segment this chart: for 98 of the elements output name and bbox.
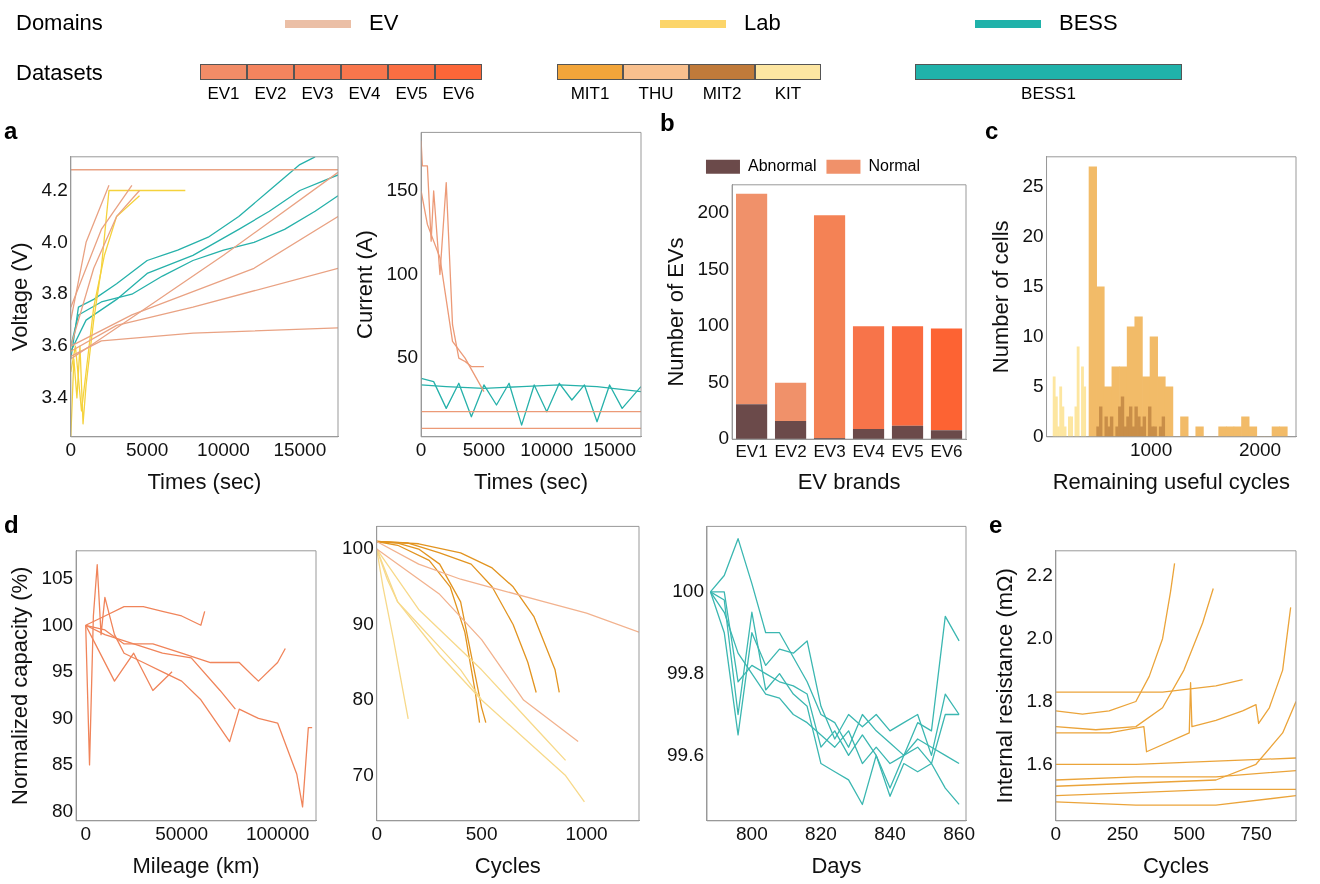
y-tick-label: 99.8 <box>667 661 704 683</box>
x-axis-title: Times (sec) <box>147 468 262 494</box>
category-label: MIT2 <box>701 84 743 104</box>
y-tick-label: 4.0 <box>41 230 68 252</box>
y-tick-label: 15 <box>1022 275 1044 297</box>
x-axis-title: Remaining useful cycles <box>1052 468 1290 494</box>
category-label: EV6 <box>441 84 476 104</box>
category-label: BESS1 <box>1020 84 1077 104</box>
category-label: EV3 <box>300 84 335 104</box>
x-tick-label: 10000 <box>197 439 250 461</box>
y-tick-label: 3.8 <box>41 282 68 304</box>
y-tick-label: 105 <box>41 566 74 588</box>
x-axis-title: Cycles <box>1142 852 1209 878</box>
y-tick-label: 100 <box>672 580 704 602</box>
y-tick-label: 100 <box>386 262 419 284</box>
chart-title: b <box>660 109 675 137</box>
y-tick-label: 200 <box>697 201 730 223</box>
y-tick-label: 50 <box>396 346 419 368</box>
y-tick-label: 50 <box>707 370 730 392</box>
y-tick-label: 5 <box>1032 375 1044 397</box>
y-tick-label: 100 <box>41 613 74 635</box>
y-axis-title: Number of cells <box>988 220 1014 374</box>
chart-title: d <box>4 511 19 539</box>
y-tick-label: 2.0 <box>1026 626 1053 648</box>
y-tick-label: 10 <box>1022 325 1044 347</box>
x-axis-title: Days <box>811 852 862 878</box>
category-label: Lab <box>744 10 781 36</box>
y-tick-label: 150 <box>697 257 730 279</box>
text: Datasets <box>16 60 103 86</box>
y-tick-label: 0 <box>1032 425 1044 447</box>
y-tick-label: 4.2 <box>41 178 68 200</box>
x-tick-label: 800 <box>736 823 768 845</box>
x-tick-label: 820 <box>805 823 837 845</box>
category-label: KIT <box>773 84 803 104</box>
y-tick-label: 80 <box>51 799 74 821</box>
y-tick-label: 70 <box>352 763 374 785</box>
y-axis-title: Current (A) <box>352 230 378 339</box>
x-tick-label: 840 <box>874 823 906 845</box>
category-label: BESS <box>1059 10 1118 36</box>
x-tick-label: 1000 <box>565 823 608 845</box>
category-label: MIT1 <box>569 84 611 104</box>
x-tick-label: 15000 <box>583 439 637 461</box>
x-tick-label: EV2 <box>774 442 807 462</box>
y-tick-label: 90 <box>51 706 74 728</box>
x-tick-label: 2000 <box>1238 439 1282 461</box>
x-tick-label: 5000 <box>462 439 506 461</box>
x-tick-label: 750 <box>1240 823 1272 845</box>
y-axis-title: Normalized capacity (%) <box>7 566 33 805</box>
x-tick-label: EV4 <box>852 442 885 462</box>
y-tick-label: 1.8 <box>1026 689 1053 711</box>
x-tick-label: 5000 <box>126 439 169 461</box>
y-tick-label: 95 <box>51 660 74 682</box>
y-tick-label: 85 <box>51 753 74 775</box>
x-tick-label: 100000 <box>245 823 310 845</box>
x-axis-title: Times (sec) <box>474 468 589 494</box>
text: Domains <box>16 10 103 36</box>
x-tick-label: EV6 <box>930 442 963 462</box>
x-tick-label: 500 <box>465 823 498 845</box>
legend-label: Normal <box>868 157 921 175</box>
y-tick-label: 90 <box>352 612 374 634</box>
y-tick-label: 20 <box>1022 225 1044 247</box>
x-tick-label: EV1 <box>735 442 768 462</box>
x-tick-label: 10000 <box>520 439 574 461</box>
x-axis-title: Mileage (km) <box>132 852 260 878</box>
x-tick-label: 860 <box>943 823 975 845</box>
legend-label: Abnormal <box>747 157 817 175</box>
y-axis-title: Number of EVs <box>663 237 689 387</box>
chart-title: a <box>4 117 18 145</box>
y-tick-label: 1.6 <box>1026 752 1053 774</box>
x-tick-label: EV5 <box>891 442 924 462</box>
y-tick-label: 100 <box>342 537 374 559</box>
y-tick-label: 3.4 <box>41 386 69 408</box>
x-tick-label: EV3 <box>813 442 846 462</box>
category-label: EV2 <box>253 84 288 104</box>
category-label: EV <box>369 10 399 36</box>
category-label: THU <box>637 84 675 104</box>
x-tick-label: 500 <box>1173 823 1206 845</box>
y-axis-title: Internal resistance (mΩ) <box>992 568 1018 804</box>
y-tick-label: 80 <box>352 688 374 710</box>
category-label: EV4 <box>347 84 382 104</box>
y-tick-label: 2.2 <box>1026 564 1053 586</box>
category-label: EV5 <box>394 84 429 104</box>
y-axis-title: Voltage (V) <box>7 242 33 352</box>
x-axis-title: Cycles <box>474 852 541 878</box>
category-label: EV1 <box>206 84 241 104</box>
x-axis-title: EV brands <box>797 468 901 494</box>
x-tick-label: 50000 <box>155 823 209 845</box>
chart-title: e <box>989 511 1003 539</box>
y-tick-label: 25 <box>1022 175 1044 197</box>
chart-title: c <box>985 117 999 145</box>
y-tick-label: 150 <box>386 179 419 201</box>
y-tick-label: 100 <box>697 314 730 336</box>
x-tick-label: 1000 <box>1129 439 1173 461</box>
y-tick-label: 3.6 <box>41 334 68 356</box>
y-tick-label: 99.6 <box>667 743 704 765</box>
x-tick-label: 250 <box>1106 823 1139 845</box>
x-tick-label: 15000 <box>273 439 327 461</box>
x-tick-label: 0 <box>80 823 91 845</box>
